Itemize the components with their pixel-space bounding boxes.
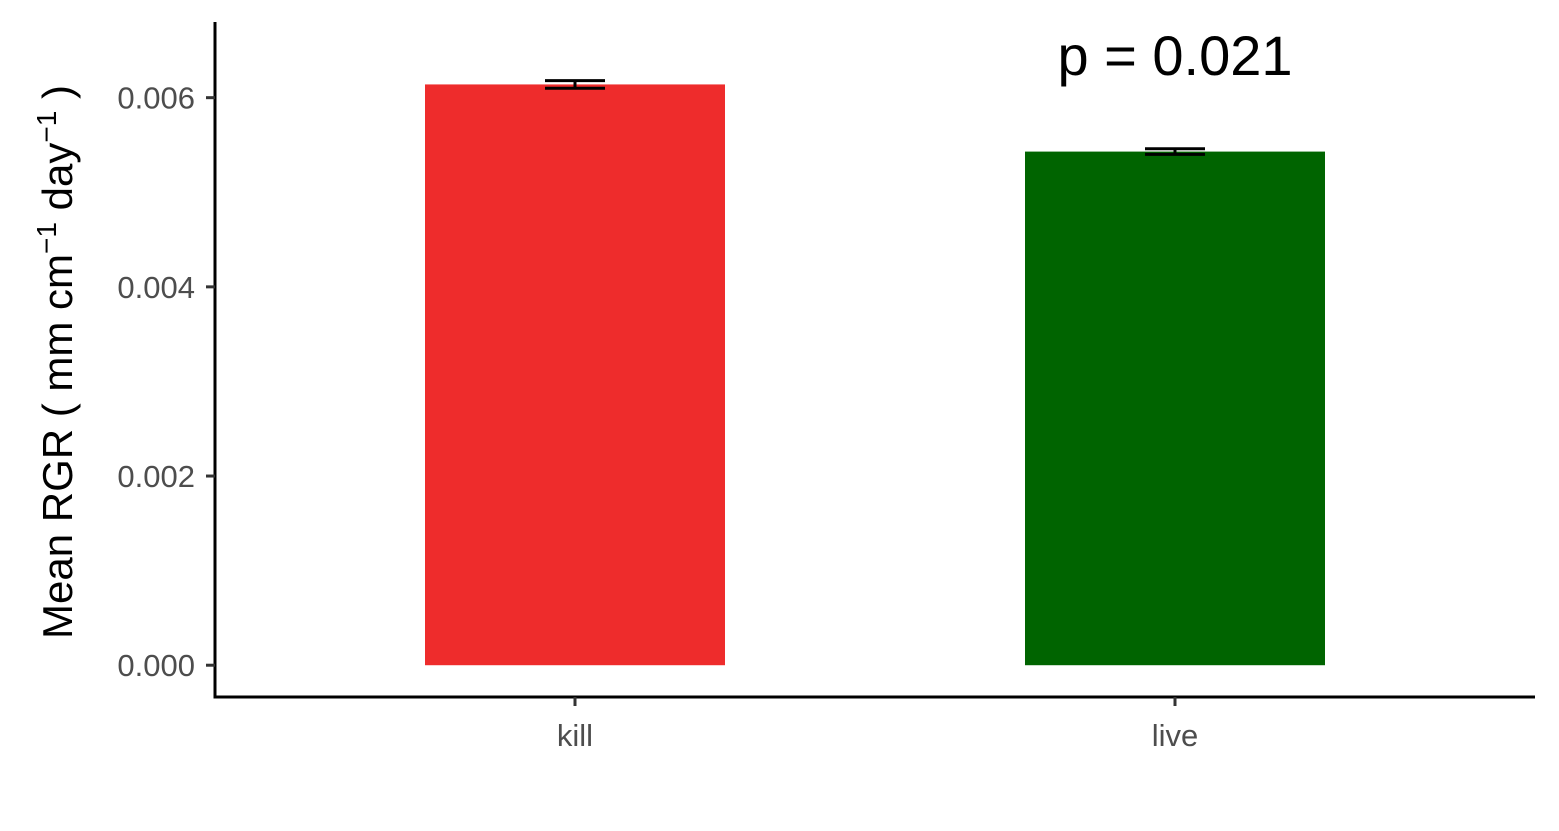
bar-live <box>1025 152 1325 666</box>
y-ticks: 0.000 0.002 0.004 0.006 <box>117 81 215 684</box>
y-axis-title-sup2: −1 <box>31 111 62 143</box>
x-tick-label-kill: kill <box>557 718 593 753</box>
y-axis-title-sup1: −1 <box>31 222 62 254</box>
y-axis-title: Mean RGR ( mm cm−1 day−1 ) <box>31 85 81 639</box>
bars-layer <box>425 84 1325 665</box>
bar-kill <box>425 84 725 665</box>
x-ticks: kill live <box>557 697 1198 753</box>
y-axis-title-middle: day <box>34 143 81 222</box>
y-tick-label: 0.004 <box>117 270 195 305</box>
y-axis-title-prefix: Mean RGR ( mm cm <box>34 254 81 639</box>
y-tick-label: 0.000 <box>117 648 195 683</box>
y-tick-label: 0.002 <box>117 459 195 494</box>
p-value-annotation: p = 0.021 <box>1057 24 1292 87</box>
y-axis-title-suffix: ) <box>34 85 81 111</box>
x-tick-label-live: live <box>1152 718 1199 753</box>
y-tick-label: 0.006 <box>117 81 195 116</box>
